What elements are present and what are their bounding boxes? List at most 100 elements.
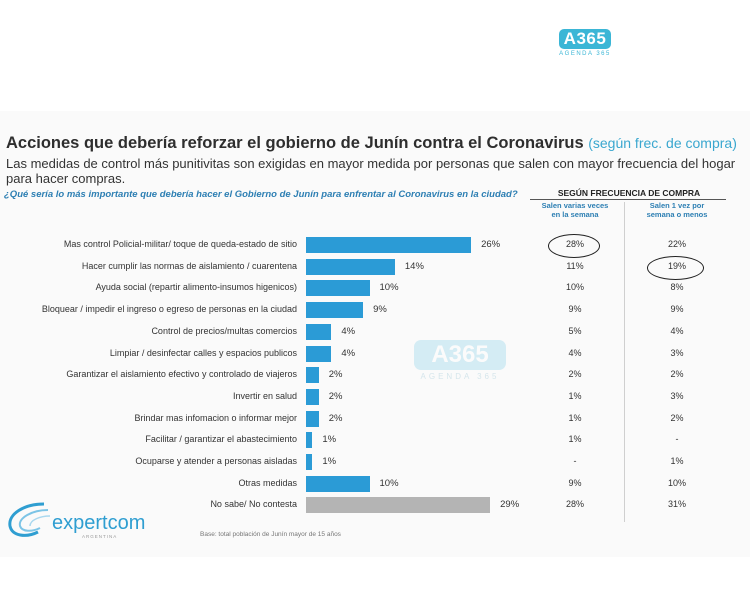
bar	[306, 432, 313, 449]
weekly-shoppers-value: 3%	[670, 347, 684, 358]
bar	[306, 388, 319, 405]
bar	[306, 323, 332, 340]
highlight-circle-weekly	[647, 256, 704, 280]
bar	[306, 367, 319, 384]
frequent-shoppers-value: 9%	[568, 304, 582, 315]
category-label: Control de precios/multas comercios	[151, 325, 297, 336]
chart-row: Otras medidas 10% 9% 10%	[0, 475, 750, 493]
watermark-badge: A365	[414, 340, 506, 370]
expertcom-name: expertcom	[52, 512, 146, 534]
highlight-circle-frequent	[548, 234, 600, 258]
frequent-shoppers-value: 1%	[568, 390, 582, 401]
expertcom-country: ARGENTINA	[82, 534, 118, 539]
category-label: Hacer cumplir las normas de aislamiento …	[81, 260, 297, 271]
bar-value-label: 2%	[328, 390, 343, 402]
expertcom-logo: expertcom ARGENTINA	[4, 498, 154, 546]
bar-value-label: 2%	[328, 369, 343, 381]
chart-row: Control de precios/multas comercios 4% 5% 4…	[0, 323, 750, 341]
frequent-shoppers-value: 2%	[568, 369, 582, 380]
column-divider	[624, 202, 625, 522]
weekly-shoppers-value: 31%	[667, 499, 686, 510]
category-label: Ayuda social (repartir alimento-insumos …	[95, 282, 297, 293]
frequent-shoppers-value: 10%	[565, 282, 584, 293]
weekly-shoppers-value: -	[675, 434, 679, 445]
frequent-shoppers-value: 28%	[565, 499, 584, 510]
category-label: Limpiar / desinfectar calles y espacios …	[109, 347, 297, 358]
watermark: A365 AGENDA 365	[414, 340, 506, 381]
frequent-shoppers-value: -	[573, 456, 577, 466]
expertcom-swirl-icon	[8, 502, 51, 537]
category-label: Facilitar / garantizar el abastecimiento	[145, 434, 297, 445]
category-label: Ocuparse y atender a personas aisladas	[135, 456, 297, 466]
frequent-shoppers-value: 11%	[566, 260, 584, 271]
chart-row: Invertir en salud 2% 1% 3%	[0, 388, 750, 406]
category-label: Bloquear / impedir el ingreso o egreso d…	[41, 304, 297, 315]
a365-logo: A365 AGENDA 365	[559, 29, 611, 57]
frequent-shoppers-value: 1%	[568, 434, 582, 445]
chart-row: Bloquear / impedir el ingreso o egreso d…	[0, 301, 750, 319]
chart-row: Facilitar / garantizar el abastecimiento…	[0, 431, 750, 449]
bar	[306, 497, 491, 514]
category-label: Mas control Policial-militar/ toque de q…	[63, 239, 297, 249]
bar	[306, 410, 319, 427]
base-note: Base: total población de Junín mayor de …	[200, 531, 341, 538]
weekly-shoppers-value: 8%	[670, 282, 684, 293]
survey-question: ¿Qué sería lo más importante que debería…	[4, 189, 518, 200]
bar	[306, 475, 370, 492]
bar	[306, 302, 364, 319]
bar-value-label: 10%	[379, 282, 399, 294]
bar-value-label: 1%	[322, 456, 337, 467]
column-header-weekly: Salen 1 vez por semana o menos	[646, 201, 708, 219]
bar-value-label: 2%	[328, 412, 343, 424]
a365-logo-badge: A365	[559, 29, 611, 49]
category-label: No sabe/ No contesta	[210, 499, 297, 510]
chart-row: No sabe/ No contesta 29% 28% 31%	[0, 496, 750, 514]
bar	[306, 454, 313, 470]
frequent-shoppers-value: 9%	[568, 477, 582, 488]
weekly-shoppers-value: 1%	[670, 456, 684, 466]
weekly-shoppers-value: 22%	[667, 239, 686, 249]
bar-value-label: 4%	[341, 325, 356, 337]
chart-row: Mas control Policial-militar/ toque de q…	[0, 236, 750, 254]
bar-value-label: 1%	[322, 434, 337, 446]
category-label: Brindar mas infomacion o informar mejor	[134, 412, 297, 423]
category-label: Garantizar el aislamiento efectivo y con…	[66, 369, 297, 380]
bar-value-label: 29%	[500, 499, 520, 511]
header-divider	[530, 199, 726, 200]
bar	[306, 237, 472, 253]
chart-row: Ayuda social (repartir alimento-insumos …	[0, 279, 750, 297]
a365-logo-tagline: AGENDA 365	[559, 51, 611, 57]
weekly-shoppers-value: 2%	[670, 369, 684, 380]
weekly-shoppers-value: 9%	[670, 304, 684, 315]
frequent-shoppers-value: 1%	[568, 412, 582, 423]
bar-value-label: 4%	[341, 347, 356, 359]
chart-title-text: Acciones que debería reforzar el gobiern…	[6, 134, 584, 152]
chart-row: Limpiar / desinfectar calles y espacios …	[0, 345, 750, 363]
chart-row: Ocuparse y atender a personas aisladas 1%…	[0, 453, 750, 471]
bar-value-label: 14%	[404, 260, 424, 272]
frequency-group-header: SEGÚN FRECUENCIA DE COMPRA	[557, 188, 701, 198]
weekly-shoppers-value: 2%	[670, 412, 684, 423]
chart-row: Garantizar el aislamiento efectivo y con…	[0, 366, 750, 384]
column-header-frequent: Salen varias veces en la semana	[541, 201, 609, 219]
watermark-tagline: AGENDA 365	[420, 372, 500, 381]
bar	[306, 280, 370, 297]
weekly-shoppers-value: 10%	[667, 477, 686, 488]
bar	[306, 345, 332, 362]
bar	[306, 258, 395, 275]
infographic-panel	[0, 111, 750, 557]
chart-row: Hacer cumplir las normas de aislamiento …	[0, 258, 750, 276]
chart-title-note: (según frec. de compra)	[588, 135, 737, 151]
weekly-shoppers-value: 3%	[670, 390, 684, 401]
category-label: Otras medidas	[238, 477, 297, 488]
bar-value-label: 9%	[373, 304, 387, 316]
bar-value-label: 26%	[481, 239, 501, 250]
weekly-shoppers-value: 4%	[670, 325, 684, 336]
chart-subtitle: Las medidas de control más punitivitas s…	[6, 156, 736, 186]
frequent-shoppers-value: 5%	[568, 325, 582, 336]
bar-value-label: 10%	[379, 477, 399, 489]
chart-title: Acciones que debería reforzar el gobiern…	[6, 134, 737, 153]
category-label: Invertir en salud	[232, 390, 297, 401]
frequent-shoppers-value: 4%	[568, 347, 582, 358]
chart-row: Brindar mas infomacion o informar mejor 2…	[0, 410, 750, 428]
